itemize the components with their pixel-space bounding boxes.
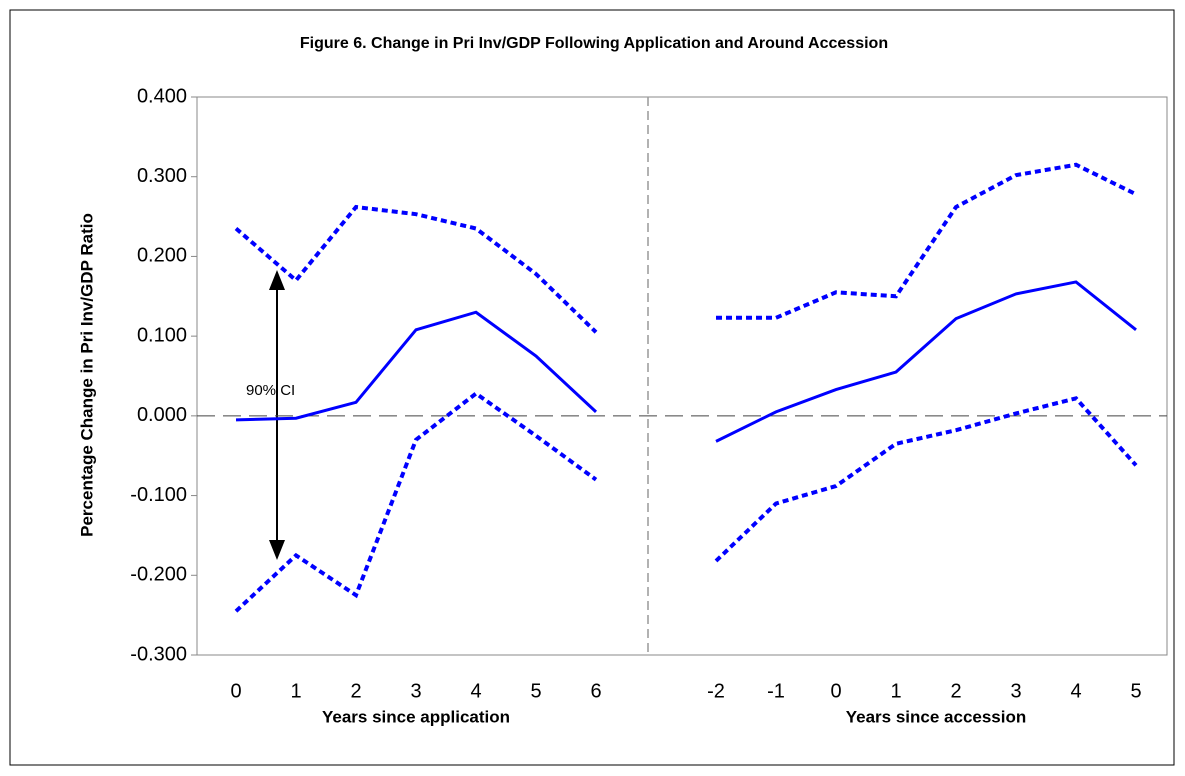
x-tick-label: 5 (530, 680, 541, 702)
series-line (235, 280, 1137, 443)
y-tick-label: 0.000 (137, 404, 187, 426)
x-tick-label: -2 (707, 680, 725, 702)
x-tick-label: 4 (470, 680, 481, 702)
x-tick-label: 0 (230, 680, 241, 702)
y-tick-label: -0.200 (130, 564, 187, 586)
y-tick-label: -0.100 (130, 484, 187, 506)
x-tick-label: 3 (1010, 680, 1021, 702)
chart-title: Figure 6. Change in Pri Inv/GDP Followin… (300, 35, 888, 52)
y-axis-title: Percentage Change in Pri Inv/GDP Ratio (77, 213, 96, 537)
x-tick-label: 2 (350, 680, 361, 702)
series-line (234, 391, 1138, 613)
x-tick-label: 0 (830, 680, 841, 702)
y-tick-label: 0.100 (137, 324, 187, 346)
x-axis-title: Years since accession (846, 707, 1027, 726)
x-tick-label: 1 (290, 680, 301, 702)
chart-frame (9, 9, 1175, 766)
y-tick-label: -0.300 (130, 643, 187, 665)
y-tick-label: 0.200 (137, 245, 187, 267)
x-tick-label: -1 (767, 680, 785, 702)
annotation: 90% CI (246, 382, 295, 399)
series-line (234, 162, 1137, 334)
plot-frame (196, 96, 1168, 656)
x-tick-label: 4 (1070, 680, 1081, 702)
x-tick-label: 5 (1130, 680, 1141, 702)
y-tick-label: 0.400 (137, 85, 187, 107)
x-axis-title: Years since application (322, 707, 510, 726)
x-tick-label: 6 (590, 680, 601, 702)
y-tick-label: 0.300 (137, 165, 187, 187)
x-tick-label: 3 (410, 680, 421, 702)
x-tick-label: 1 (890, 680, 901, 702)
x-tick-label: 2 (950, 680, 961, 702)
